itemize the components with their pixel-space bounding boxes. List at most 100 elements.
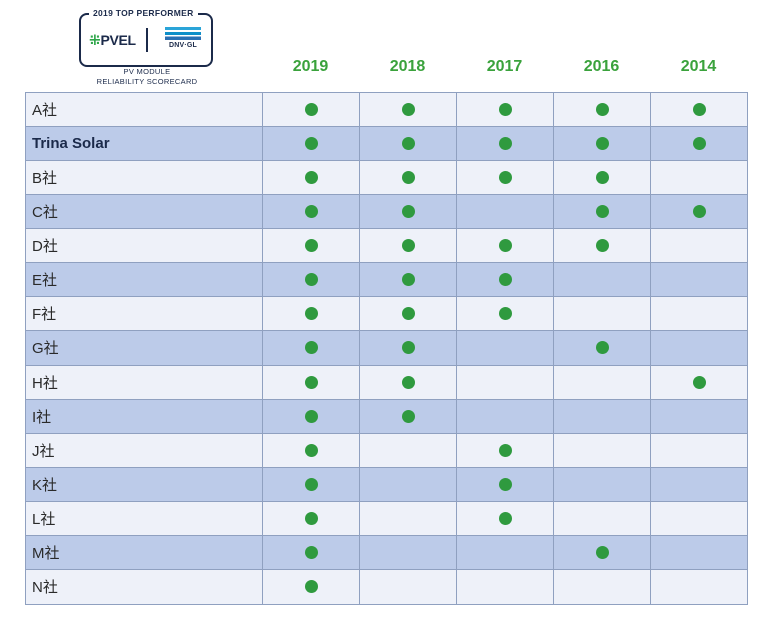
year-cell-2019 xyxy=(263,501,360,536)
year-cell-2018 xyxy=(360,467,457,502)
top-performer-dot-icon xyxy=(595,171,609,185)
year-cell-2019 xyxy=(263,535,360,570)
company-name-cell: F社 xyxy=(26,297,263,332)
top-performer-dot-icon xyxy=(304,477,318,491)
top-performer-dot-icon xyxy=(498,511,512,525)
year-cell-2019 xyxy=(263,331,360,366)
year-cell-2018 xyxy=(360,501,457,536)
top-performer-dot-icon xyxy=(401,375,415,389)
company-name-cell: K社 xyxy=(26,467,263,502)
top-performer-dot-icon xyxy=(304,443,318,457)
year-cell-2014 xyxy=(651,161,747,196)
year-cell-2014 xyxy=(651,569,747,604)
year-cell-2014 xyxy=(651,467,747,502)
year-header-2018: 2018 xyxy=(389,58,426,75)
top-performer-dot-icon xyxy=(595,239,609,253)
year-cell-2017 xyxy=(457,569,554,604)
year-cell-2018 xyxy=(360,263,457,298)
top-performer-dot-icon xyxy=(498,103,512,117)
year-cell-2018 xyxy=(360,93,457,128)
year-cell-2017 xyxy=(457,297,554,332)
year-cell-2019 xyxy=(263,365,360,400)
top-performer-dot-icon xyxy=(304,103,318,117)
year-cell-2016 xyxy=(554,127,651,162)
year-cell-2018 xyxy=(360,569,457,604)
year-cell-2016 xyxy=(554,399,651,434)
top-performer-dot-icon xyxy=(498,307,512,321)
pvel-logo: ⁜PVEL xyxy=(89,32,136,49)
top-performer-dot-icon xyxy=(401,341,415,355)
year-header-2017: 2017 xyxy=(486,58,523,75)
top-performer-dot-icon xyxy=(304,137,318,151)
pvel-mark-icon: ⁜ xyxy=(89,32,101,48)
top-performer-dot-icon xyxy=(401,273,415,287)
company-name-cell: N社 xyxy=(26,569,263,604)
top-performer-dot-icon xyxy=(595,341,609,355)
year-cell-2019 xyxy=(263,127,360,162)
company-name-cell: E社 xyxy=(26,263,263,298)
year-cell-2017 xyxy=(457,399,554,434)
top-performer-dot-icon xyxy=(401,171,415,185)
top-performer-dot-icon xyxy=(304,375,318,389)
year-cell-2017 xyxy=(457,93,554,128)
year-cell-2017 xyxy=(457,127,554,162)
year-cell-2016 xyxy=(554,467,651,502)
top-performer-dot-icon xyxy=(498,477,512,491)
top-performer-dot-icon xyxy=(304,205,318,219)
top-performer-dot-icon xyxy=(401,307,415,321)
dnv-gl-logo-icon xyxy=(165,27,201,40)
year-cell-2017 xyxy=(457,263,554,298)
dnv-gl-logo-text: DNV·GL xyxy=(168,42,198,49)
top-performer-dot-icon xyxy=(692,103,706,117)
year-cell-2018 xyxy=(360,161,457,196)
year-cell-2017 xyxy=(457,331,554,366)
year-cell-2016 xyxy=(554,297,651,332)
top-performer-dot-icon xyxy=(401,103,415,117)
year-cell-2019 xyxy=(263,433,360,468)
year-cell-2016 xyxy=(554,433,651,468)
year-cell-2016 xyxy=(554,263,651,298)
top-performer-dot-icon xyxy=(304,341,318,355)
year-header-2019: 2019 xyxy=(292,58,329,75)
year-cell-2014 xyxy=(651,229,747,264)
company-name-cell: D社 xyxy=(26,229,263,264)
top-performer-dot-icon xyxy=(304,409,318,423)
year-cell-2019 xyxy=(263,399,360,434)
year-cell-2014 xyxy=(651,399,747,434)
year-cell-2019 xyxy=(263,297,360,332)
year-cell-2014 xyxy=(651,365,747,400)
top-performer-dot-icon xyxy=(498,443,512,457)
company-name-cell: G社 xyxy=(26,331,263,366)
year-cell-2018 xyxy=(360,433,457,468)
year-cell-2019 xyxy=(263,93,360,128)
year-cell-2014 xyxy=(651,297,747,332)
company-name-cell: C社 xyxy=(26,195,263,230)
year-cell-2014 xyxy=(651,263,747,298)
badge-title: 2019 TOP PERFORMER xyxy=(89,8,198,18)
company-name-cell: I社 xyxy=(26,399,263,434)
year-cell-2018 xyxy=(360,229,457,264)
year-cell-2017 xyxy=(457,161,554,196)
year-cell-2016 xyxy=(554,161,651,196)
top-performer-dot-icon xyxy=(304,239,318,253)
company-name-cell: A社 xyxy=(26,93,263,128)
top-performer-dot-icon xyxy=(498,273,512,287)
year-cell-2016 xyxy=(554,501,651,536)
top-performer-dot-icon xyxy=(692,375,706,389)
top-performer-dot-icon xyxy=(498,137,512,151)
year-cell-2019 xyxy=(263,467,360,502)
year-cell-2018 xyxy=(360,399,457,434)
year-cell-2018 xyxy=(360,331,457,366)
top-performer-dot-icon xyxy=(692,137,706,151)
year-header-2016: 2016 xyxy=(583,58,620,75)
year-cell-2017 xyxy=(457,195,554,230)
company-name-cell: L社 xyxy=(26,501,263,536)
top-performer-dot-icon xyxy=(304,580,318,594)
company-name-cell: Trina Solar xyxy=(26,127,263,162)
badge-divider xyxy=(146,28,148,52)
year-cell-2016 xyxy=(554,93,651,128)
year-cell-2016 xyxy=(554,365,651,400)
year-cell-2017 xyxy=(457,229,554,264)
top-performer-dot-icon xyxy=(304,171,318,185)
year-cell-2019 xyxy=(263,229,360,264)
